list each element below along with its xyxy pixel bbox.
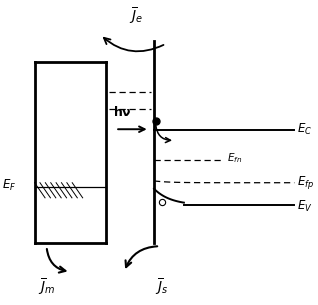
Text: $\overline{J}_m$: $\overline{J}_m$ <box>38 276 55 298</box>
Text: $E_C$: $E_C$ <box>297 122 313 137</box>
Text: $E_{fn}$: $E_{fn}$ <box>227 152 242 165</box>
Text: $\mathbf{h\nu}$: $\mathbf{h\nu}$ <box>113 105 132 119</box>
Text: $\overline{J}_s$: $\overline{J}_s$ <box>155 276 168 298</box>
Text: $\overline{J}_e$: $\overline{J}_e$ <box>129 6 143 27</box>
Text: $E_V$: $E_V$ <box>297 199 313 214</box>
Text: $E_{fp}$: $E_{fp}$ <box>297 174 315 191</box>
Text: $E_F$: $E_F$ <box>3 178 17 193</box>
